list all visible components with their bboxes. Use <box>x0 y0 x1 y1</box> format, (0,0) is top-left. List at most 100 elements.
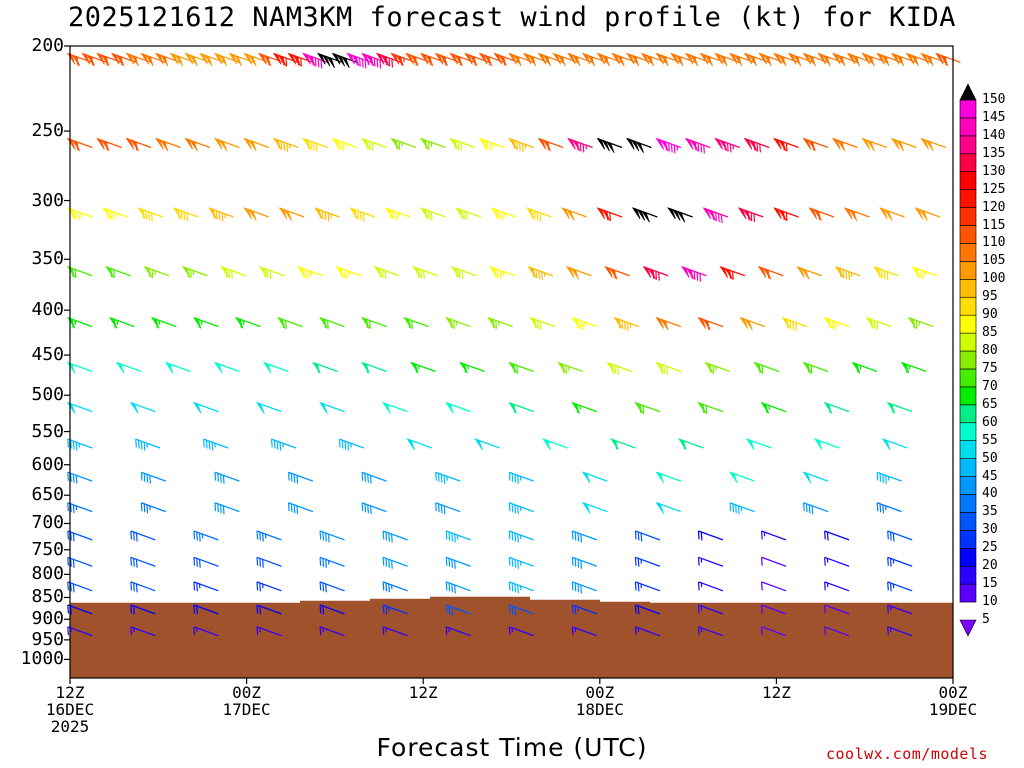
y-tick-label: 1000 <box>20 648 64 670</box>
wind-barb <box>412 266 438 280</box>
y-tick-label: 400 <box>31 299 64 321</box>
wind-barb <box>557 361 583 374</box>
colorbar-swatch <box>959 458 977 477</box>
wind-barb <box>681 266 707 282</box>
y-tick-label: 600 <box>31 453 64 475</box>
wind-barb <box>907 316 934 329</box>
wind-barb <box>808 207 835 221</box>
colorbar-swatch <box>959 207 977 226</box>
wind-barb <box>361 502 387 515</box>
wind-barb <box>256 626 282 637</box>
wind-barb <box>920 137 947 152</box>
wind-barb <box>803 502 829 515</box>
wind-barb <box>184 137 211 152</box>
colorbar-label: 115 <box>982 217 1006 233</box>
colorbar-swatch <box>959 494 977 513</box>
wind-barb <box>258 266 285 280</box>
colorbar-label: 105 <box>982 253 1006 269</box>
wind-barb <box>824 581 850 592</box>
wind-barb <box>834 266 861 281</box>
wind-barb <box>450 266 477 280</box>
colorbar-label: 5 <box>982 612 990 627</box>
colorbar-label: 65 <box>982 396 998 412</box>
colorbar-swatch <box>959 386 977 406</box>
wind-barb <box>319 530 345 543</box>
wind-barb <box>824 604 850 615</box>
colorbar-label: 10 <box>982 594 998 610</box>
wind-barb <box>455 207 481 221</box>
wind-barb <box>655 471 682 484</box>
wind-barb <box>729 471 755 484</box>
colorbar-swatch <box>959 476 977 495</box>
wind-barb <box>527 266 554 281</box>
wind-barb <box>571 316 598 330</box>
colorbar-top-triangle <box>959 83 977 101</box>
wind-barb <box>760 556 787 567</box>
wind-barb <box>66 401 93 414</box>
plot-frame <box>69 45 954 679</box>
wind-barb <box>760 581 787 592</box>
wind-barb <box>172 207 199 222</box>
colorbar-swatch <box>959 117 977 137</box>
wind-barb <box>655 501 682 514</box>
wind-barb <box>67 581 93 593</box>
wind-barb <box>382 530 408 543</box>
wind-barb <box>487 316 513 329</box>
wind-barb <box>66 316 93 329</box>
wind-barb <box>697 401 724 414</box>
wind-barb <box>824 556 850 567</box>
wind-barb <box>490 207 517 221</box>
wind-barb <box>382 581 408 593</box>
wind-barb <box>331 137 358 151</box>
wind-barb <box>887 530 913 542</box>
wind-barb <box>270 438 297 451</box>
wind-barb <box>445 581 471 594</box>
wind-barb <box>193 581 219 592</box>
wind-barb <box>760 626 787 637</box>
wind-barb <box>384 207 411 221</box>
colorbar-label: 135 <box>982 145 1006 161</box>
wind-barb <box>105 266 131 278</box>
wind-barb <box>887 581 913 592</box>
x-tick-label: 00Z 17DEC <box>222 683 271 719</box>
wind-barb <box>419 207 446 221</box>
wind-barb <box>571 581 598 594</box>
wind-barb <box>243 137 270 152</box>
colorbar-swatch <box>959 368 977 388</box>
y-tick-label: 650 <box>31 484 64 506</box>
colorbar-swatch <box>959 404 977 424</box>
colorbar-swatch <box>959 99 977 119</box>
wind-barb <box>571 604 598 615</box>
colorbar-label: 130 <box>982 163 1006 179</box>
colorbar-swatch <box>959 314 977 334</box>
wind-barb <box>66 266 93 278</box>
y-tick-label: 950 <box>31 628 64 650</box>
colorbar-label: 55 <box>982 432 998 448</box>
wind-barb <box>459 361 485 374</box>
wind-barb <box>390 52 417 67</box>
wind-barb <box>130 556 156 568</box>
wind-barb <box>67 438 93 451</box>
wind-barb <box>773 137 799 152</box>
wind-barb <box>361 471 387 484</box>
wind-barb <box>66 207 93 221</box>
wind-barb <box>181 266 208 278</box>
wind-barb <box>802 471 829 484</box>
wind-barb <box>287 471 314 484</box>
colorbar-swatch <box>959 422 977 441</box>
wind-barb <box>537 137 564 152</box>
wind-barb <box>581 471 608 484</box>
wind-barb <box>67 604 93 615</box>
wind-barb <box>319 401 345 414</box>
wind-barb <box>129 401 156 414</box>
wind-barb <box>851 361 878 374</box>
wind-barb <box>697 316 724 331</box>
wind-barb <box>571 530 598 543</box>
wind-barb <box>67 626 93 637</box>
wind-barb <box>634 530 661 542</box>
wind-barb <box>634 581 661 592</box>
wind-barb <box>193 626 219 637</box>
wind-barb <box>382 556 408 569</box>
wind-barb <box>571 626 598 637</box>
wind-barb <box>697 530 724 541</box>
